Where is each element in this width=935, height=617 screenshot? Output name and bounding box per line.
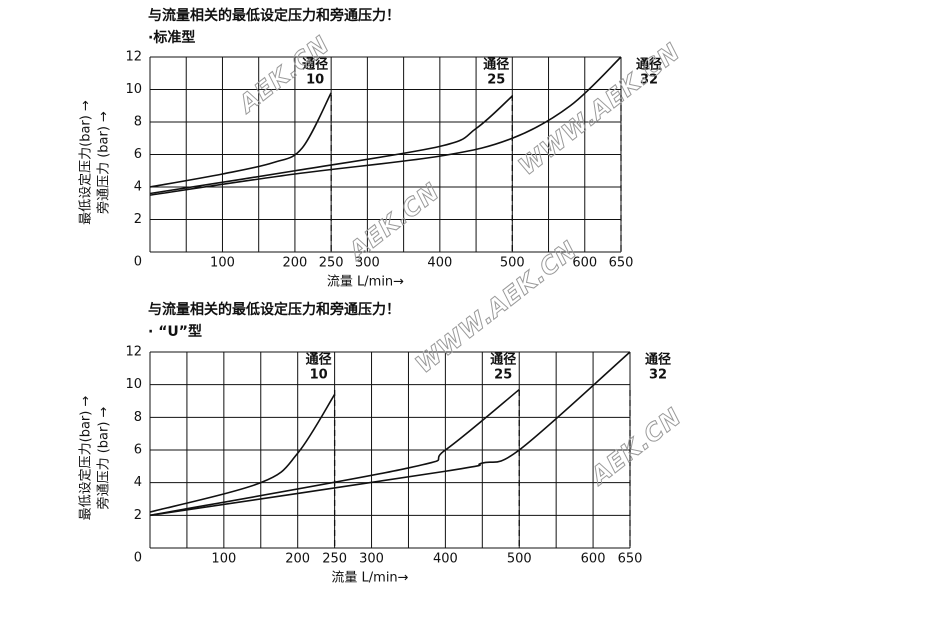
y-tick-label: 12 — [125, 345, 142, 360]
series-label: 通径 — [645, 352, 671, 368]
chart-subtitle: · “U”型 — [148, 323, 202, 340]
series-label: 通径 — [483, 57, 509, 73]
x-tick-label: 200 — [285, 552, 310, 567]
series-label: 通径 — [636, 57, 662, 73]
y-axis-label: 最低设定压力(bar) → — [79, 100, 94, 225]
y-tick-label: 2 — [134, 212, 142, 227]
x-tick-label: 600 — [581, 552, 606, 567]
chart-subtitle: ·标准型 — [148, 29, 195, 46]
chart: 与流量相关的最低设定压力和旁通压力！ ·标准型 0 2 4 6 8 10 12 100 200 250… — [79, 7, 663, 290]
x-tick-label: 250 — [319, 256, 344, 271]
x-axis-label: 流量 L/min→ — [331, 571, 408, 586]
curve — [149, 394, 336, 513]
chart-title: 与流量相关的最低设定压力和旁通压力！ — [148, 301, 400, 318]
x-tick-label: 250 — [322, 552, 347, 567]
series-label: 通径 — [490, 352, 516, 368]
y-tick-label: 6 — [134, 443, 142, 458]
y-tick-label: 8 — [134, 410, 142, 425]
series-size: 32 — [649, 368, 667, 383]
x-tick-label: 600 — [572, 256, 597, 271]
series-size: 32 — [640, 73, 658, 88]
curve — [149, 56, 622, 196]
y-tick-label: 0 — [134, 551, 142, 566]
watermark: AEK.CN — [584, 402, 687, 491]
chart-title: 与流量相关的最低设定压力和旁通压力！ — [148, 7, 400, 24]
y-tick-label: 0 — [134, 255, 142, 270]
x-tick-label: 200 — [283, 256, 308, 271]
x-tick-label: 400 — [427, 256, 452, 271]
series-label: 通径 — [306, 352, 332, 368]
y-tick-label: 12 — [125, 50, 142, 65]
series-size: 25 — [494, 368, 512, 383]
x-tick-label: 500 — [507, 552, 532, 567]
chart: 与流量相关的最低设定压力和旁通压力！ · “U”型 0 2 4 6 8 10 12 100 200 2… — [79, 301, 672, 586]
y-tick-label: 8 — [134, 115, 142, 130]
series-size: 25 — [487, 73, 505, 88]
x-tick-label: 400 — [433, 552, 458, 567]
curve — [149, 92, 332, 188]
y-axis-label: 旁通压力 (bar) → — [96, 406, 112, 509]
y-tick-label: 2 — [134, 508, 142, 523]
y-tick-label: 10 — [125, 377, 142, 392]
series-size: 10 — [310, 368, 328, 383]
y-tick-label: 4 — [134, 475, 142, 490]
x-tick-label: 300 — [355, 256, 380, 271]
y-axis-label: 最低设定压力(bar) → — [79, 396, 94, 521]
watermark: AEK.CN — [342, 177, 445, 266]
x-tick-label: 500 — [500, 256, 525, 271]
x-tick-label: 650 — [609, 256, 634, 271]
x-tick-label: 100 — [211, 552, 236, 567]
y-tick-label: 10 — [125, 82, 142, 97]
x-axis-label: 流量 L/min→ — [327, 275, 404, 290]
series-label: 通径 — [302, 57, 328, 73]
x-tick-label: 100 — [210, 256, 235, 271]
y-tick-label: 6 — [134, 147, 142, 162]
series-size: 10 — [306, 73, 324, 88]
curve — [149, 95, 513, 195]
x-tick-label: 300 — [359, 552, 384, 567]
watermark: WWW.AEK.CN — [513, 38, 685, 181]
y-tick-label: 4 — [134, 180, 142, 195]
x-tick-label: 650 — [618, 552, 643, 567]
curve — [149, 388, 520, 517]
curve — [149, 351, 631, 517]
y-axis-label: 旁通压力 (bar) → — [96, 111, 112, 214]
